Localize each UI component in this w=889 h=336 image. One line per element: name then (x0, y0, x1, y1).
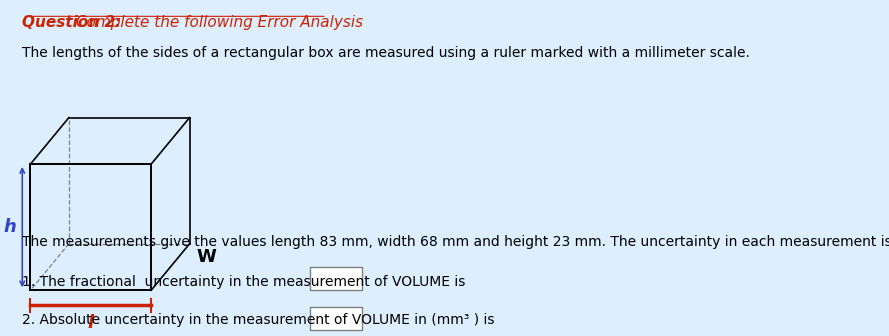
FancyBboxPatch shape (310, 307, 363, 330)
Text: The measurements give the values length 83 mm, width 68 mm and height 23 mm. The: The measurements give the values length … (22, 236, 889, 249)
Text: l: l (88, 314, 94, 332)
Text: 1. The fractional  uncertainty in the measurement of VOLUME is: 1. The fractional uncertainty in the mea… (22, 275, 466, 289)
Text: Question 2:: Question 2: (22, 15, 122, 30)
Text: 2. Absolute uncertainty in the measurement of VOLUME in (mm³ ) is: 2. Absolute uncertainty in the measureme… (22, 313, 495, 328)
FancyBboxPatch shape (310, 267, 363, 290)
Text: The lengths of the sides of a rectangular box are measured using a ruler marked : The lengths of the sides of a rectangula… (22, 46, 750, 60)
Text: Complete the following Error Analysis: Complete the following Error Analysis (70, 15, 363, 30)
Text: W: W (196, 248, 216, 266)
Text: h: h (4, 218, 16, 236)
